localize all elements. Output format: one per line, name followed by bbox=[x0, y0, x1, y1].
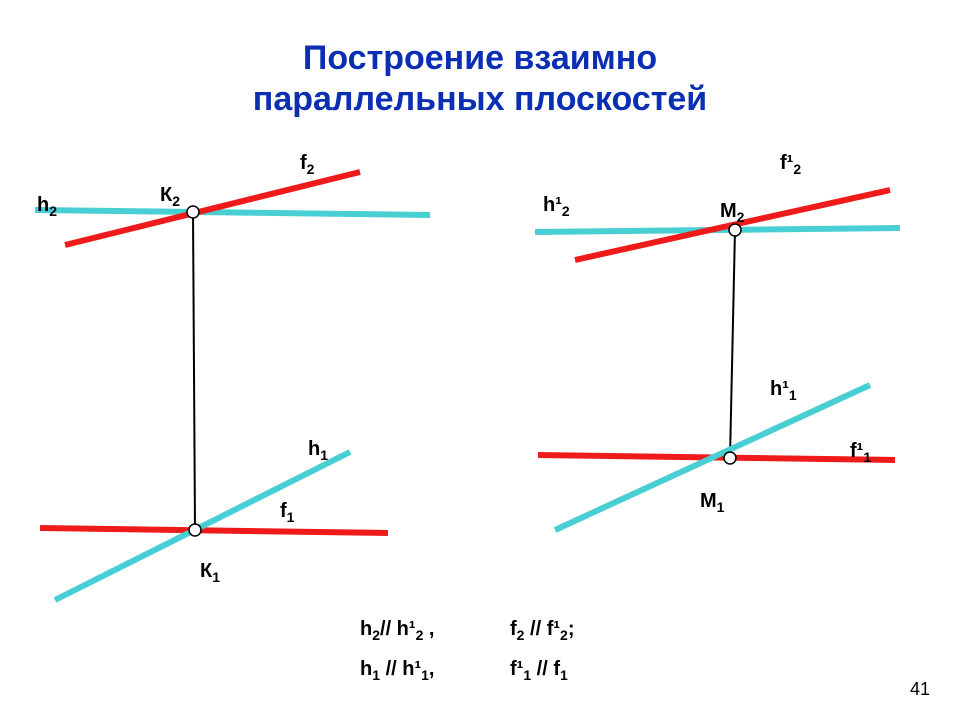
label-f2: f2 bbox=[300, 152, 314, 177]
footer-eq-1a: h2// h¹2 , bbox=[360, 618, 434, 643]
geometry-diagram bbox=[0, 0, 960, 720]
label-f11: f¹1 bbox=[850, 440, 871, 465]
footer-eq-2a: h1 // h¹1, bbox=[360, 658, 434, 683]
label-h1: h1 bbox=[308, 438, 328, 463]
footer-eq-2b: f¹1 // f1 bbox=[510, 658, 568, 683]
page-number: 41 bbox=[910, 679, 930, 700]
label-K1: К1 bbox=[200, 560, 220, 585]
label-M2: М2 bbox=[720, 200, 744, 225]
footer-eq-1b: f2 // f¹2; bbox=[510, 618, 574, 643]
label-h11: h¹1 bbox=[770, 378, 797, 403]
label-h12: h¹2 bbox=[543, 194, 570, 219]
label-f1: f1 bbox=[280, 500, 294, 525]
label-M1: М1 bbox=[700, 490, 724, 515]
label-f12: f¹2 bbox=[780, 152, 801, 177]
label-K2: К2 bbox=[160, 184, 180, 209]
label-h2: h2 bbox=[37, 194, 57, 219]
